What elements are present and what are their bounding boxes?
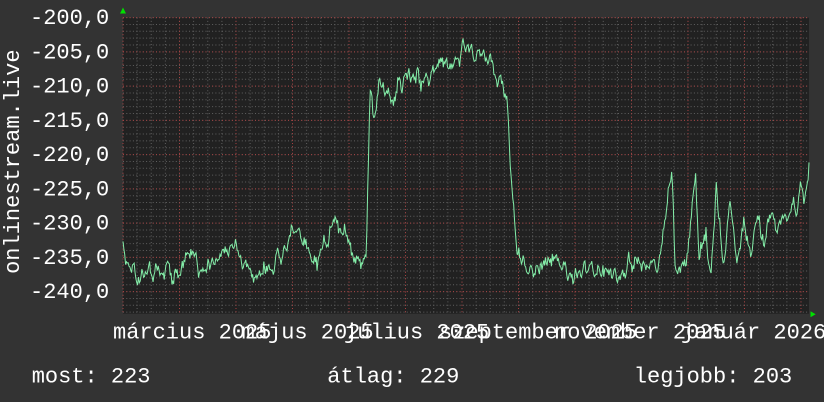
svg-text:-200,0: -200,0 [30, 6, 109, 31]
svg-text:-205,0: -205,0 [30, 40, 109, 65]
svg-text:most: 223: most: 223 [32, 364, 151, 389]
svg-text:-215,0: -215,0 [30, 109, 109, 134]
svg-text:-220,0: -220,0 [30, 143, 109, 168]
svg-text:átlag: 229: átlag: 229 [327, 364, 459, 389]
svg-text:-225,0: -225,0 [30, 177, 109, 202]
svg-text:-210,0: -210,0 [30, 75, 109, 100]
svg-text:onlinestream.live: onlinestream.live [1, 49, 26, 273]
svg-text:-240,0: -240,0 [30, 280, 109, 305]
svg-text:-235,0: -235,0 [30, 246, 109, 271]
svg-text:január 2026: január 2026 [681, 320, 824, 345]
svg-text:-230,0: -230,0 [30, 212, 109, 237]
svg-text:legjobb: 203: legjobb: 203 [634, 364, 792, 389]
